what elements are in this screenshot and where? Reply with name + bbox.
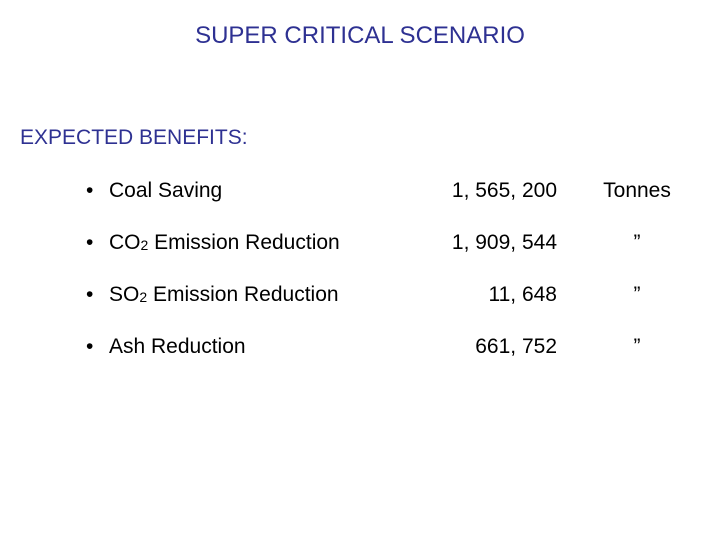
label-text: Emission Reduction: [147, 283, 339, 306]
label-text: Emission Reduction: [148, 231, 340, 254]
benefit-unit: ”: [633, 231, 641, 254]
benefit-value: 1, 909, 544: [451, 231, 557, 254]
benefit-row: • Coal Saving 1, 565, 200 Tonnes: [0, 179, 720, 209]
bullet: •: [86, 179, 94, 202]
bullet: •: [86, 283, 94, 306]
benefit-value: 1, 565, 200: [451, 179, 557, 202]
benefit-value: 11, 648: [488, 283, 557, 306]
label-text: CO: [109, 231, 141, 254]
bullet: •: [86, 335, 94, 358]
benefit-unit: Tonnes: [603, 179, 671, 202]
label-text: Ash Reduction: [109, 335, 246, 358]
slide-title: SUPER CRITICAL SCENARIO: [195, 22, 525, 49]
benefit-unit: ”: [633, 335, 641, 358]
bullet: •: [86, 231, 94, 254]
benefit-value: 661, 752: [475, 335, 557, 358]
label-subscript: 2: [140, 237, 149, 253]
benefit-label: Ash Reduction: [109, 335, 246, 359]
label-text: Coal Saving: [109, 179, 223, 202]
benefit-row: • Ash Reduction 661, 752 ”: [0, 335, 720, 365]
benefit-label: SO2 Emission Reduction: [109, 283, 339, 307]
benefit-label: Coal Saving: [109, 179, 222, 203]
benefit-label: CO2 Emission Reduction: [109, 231, 340, 255]
section-heading: EXPECTED BENEFITS:: [20, 126, 248, 149]
benefit-row: • CO2 Emission Reduction 1, 909, 544 ”: [0, 231, 720, 261]
benefit-unit: ”: [633, 283, 641, 306]
benefit-row: • SO2 Emission Reduction 11, 648 ”: [0, 283, 720, 313]
label-subscript: 2: [139, 289, 148, 305]
label-text: SO: [109, 283, 140, 306]
